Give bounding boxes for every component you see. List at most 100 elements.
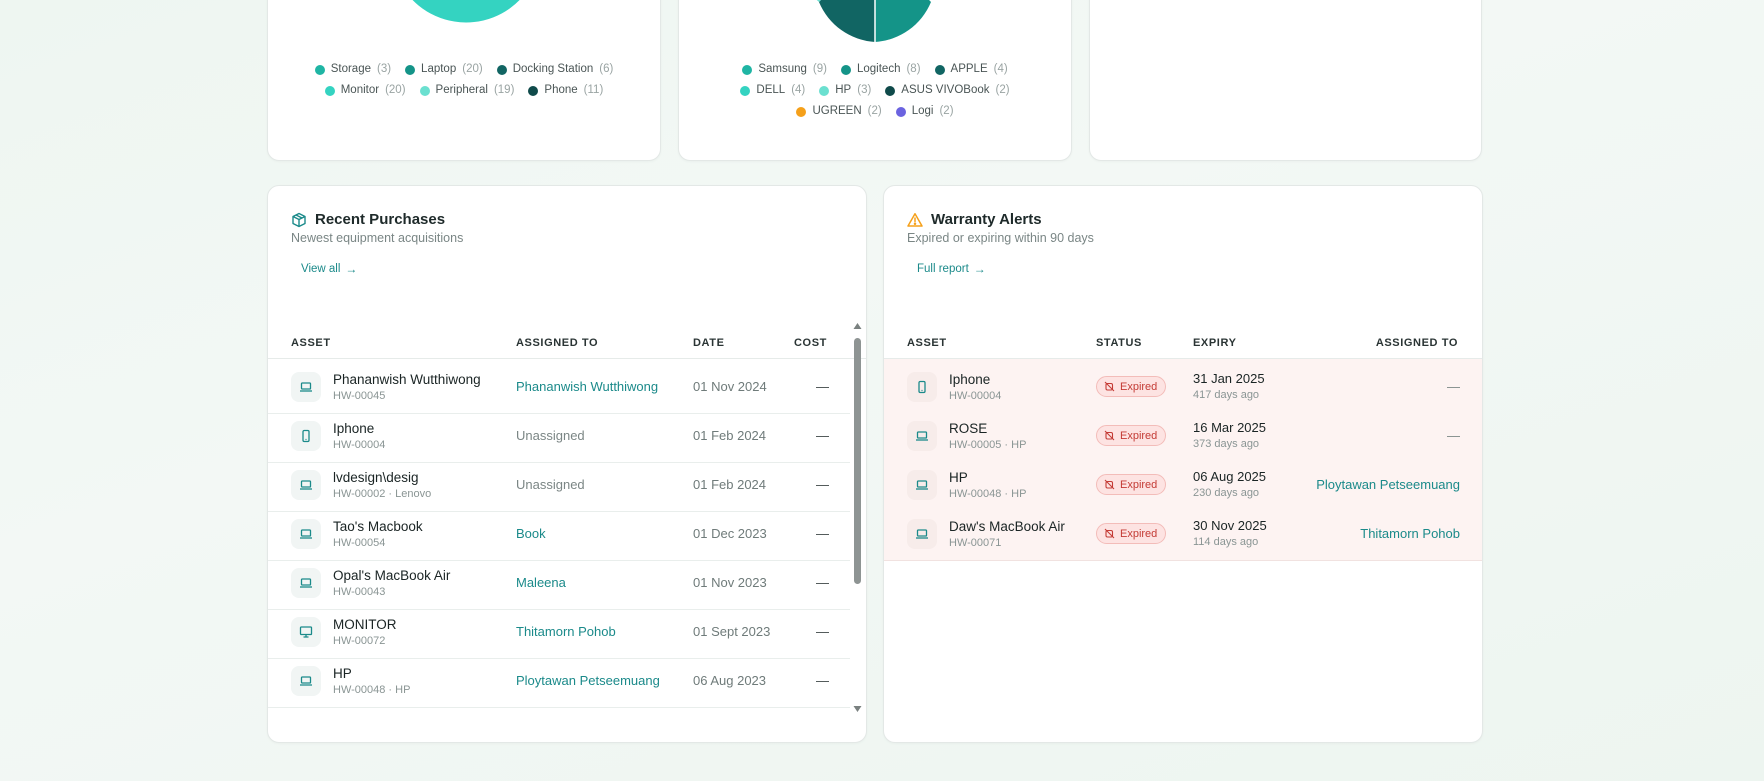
assigned-to[interactable]: Ploytawan Petseemuang (516, 673, 660, 688)
empty-card (1089, 0, 1482, 161)
legend-item[interactable]: APPLE (4) (934, 59, 1008, 80)
asset-name[interactable]: lvdesign\desig (333, 470, 419, 485)
column-header-asset[interactable]: ASSET (907, 337, 947, 349)
assigned-to[interactable]: Maleena (516, 575, 566, 590)
table-row[interactable]: MONITOR HW-00072 Thitamorn Pohob 01 Sept 20… (268, 604, 850, 659)
legend-count: (4) (791, 84, 806, 96)
legend-item[interactable]: Storage (3) (314, 59, 391, 80)
legend-dot (528, 85, 539, 96)
legend-dot (885, 85, 896, 96)
laptop-icon (291, 568, 321, 598)
full-report-link[interactable]: Full report → (917, 262, 986, 276)
legend-item[interactable]: Laptop (20) (405, 59, 483, 80)
laptop-icon (907, 470, 937, 500)
donut-segment-apple[interactable] (819, 0, 875, 42)
table-row[interactable]: lvdesign\desig HW-00002 · Lenovo Unassigne… (268, 457, 850, 512)
legend-item[interactable]: DELL (4) (740, 80, 805, 101)
legend-label: UGREEN (812, 105, 862, 117)
column-header-date[interactable]: DATE (693, 337, 725, 349)
table-row[interactable]: ROSE HW-00005 · HP Expired 16 Mar 2025 373 d… (884, 408, 1482, 463)
view-all-link[interactable]: View all → (301, 262, 357, 276)
status-text: Expired (1120, 429, 1158, 442)
legend-item[interactable]: Logi (2) (895, 101, 954, 122)
legend-dot (740, 85, 751, 96)
donut-segment-hp[interactable] (809, 0, 845, 2)
assigned-to[interactable]: Thitamorn Pohob (516, 624, 616, 639)
purchase-cost: — (816, 428, 829, 443)
table-row[interactable]: Tao's Macbook HW-00054 Book 01 Dec 2023 — (268, 506, 850, 561)
expiry-date: 31 Jan 2025 (1193, 371, 1265, 386)
asset-name[interactable]: MONITOR (333, 617, 397, 632)
assigned-to[interactable]: Phananwish Wutthiwong (516, 379, 659, 394)
legend-item[interactable]: Monitor (20) (324, 80, 406, 101)
assigned-to[interactable]: Ploytawan Petseemuang (1316, 477, 1460, 492)
legend-item[interactable]: HP (3) (819, 80, 871, 101)
column-header-cost[interactable]: COST (794, 337, 827, 349)
asset-id: HW-00004 (333, 439, 386, 451)
column-header-assigned-to[interactable]: ASSIGNED TO (1375, 337, 1458, 349)
assigned-to[interactable]: Thitamorn Pohob (1360, 526, 1460, 541)
asset-id: HW-00045 (333, 390, 386, 402)
purchase-date: 06 Aug 2023 (693, 673, 767, 688)
column-header-status[interactable]: STATUS (1096, 337, 1142, 349)
table-row[interactable]: Iphone HW-00004 Unassigned 01 Feb 2024 — (268, 408, 850, 463)
warranty-table-header: ASSET STATUS EXPIRY ASSIGNED TO (884, 329, 1482, 359)
asset-name[interactable]: Opal's MacBook Air (333, 568, 451, 583)
asset-name[interactable]: Phananwish Wutthiwong (333, 372, 481, 387)
column-header-expiry[interactable]: EXPIRY (1193, 337, 1237, 349)
assigned-to: — (1447, 428, 1460, 443)
scroll-up-arrow-icon[interactable] (853, 322, 862, 331)
asset-name[interactable]: ROSE (949, 421, 988, 436)
table-row[interactable]: Daw's MacBook Air HW-00071 Expired 30 Nov 2… (884, 506, 1482, 561)
legend-label: APPLE (950, 63, 988, 75)
asset-name[interactable]: Iphone (949, 372, 991, 387)
scroll-down-arrow-icon[interactable] (853, 704, 862, 713)
legend-item[interactable]: UGREEN (2) (796, 101, 882, 122)
expiry-days-ago: 373 days ago (1193, 438, 1260, 450)
table-row[interactable]: Opal's MacBook Air HW-00043 Maleena 01 Nov … (268, 555, 850, 610)
column-header-assigned-to[interactable]: ASSIGNED TO (516, 337, 599, 349)
purchases-scrollbar[interactable] (853, 322, 862, 714)
asset-name[interactable]: Daw's MacBook Air (949, 519, 1065, 534)
legend-item[interactable]: ASUS VIVOBook (2) (885, 80, 1010, 101)
legend-item[interactable]: Logitech (8) (840, 59, 921, 80)
laptop-icon (907, 519, 937, 549)
table-row[interactable]: HP HW-00048 · HP Ploytawan Petseemuang 06 A… (268, 653, 850, 708)
purchases-table-body: Phananwish Wutthiwong HW-00045 Phananwish … (268, 359, 866, 742)
asset-id: HW-00043 (333, 586, 386, 598)
assigned-to[interactable]: Book (516, 526, 546, 541)
purchase-date: 01 Feb 2024 (693, 477, 767, 492)
purchase-cost: — (816, 526, 829, 541)
laptop-icon (291, 519, 321, 549)
laptop-icon (291, 666, 321, 696)
asset-id: HW-00054 (333, 537, 386, 549)
legend-label: Peripheral (435, 84, 488, 96)
expired-icon (1104, 430, 1120, 441)
column-header-asset[interactable]: ASSET (291, 337, 331, 349)
legend-count: (20) (385, 84, 406, 96)
donut-segment-monitor[interactable] (405, 0, 535, 23)
table-row[interactable]: HP HW-00048 · HP Expired 06 Aug 2025 230 day… (884, 457, 1482, 512)
assigned-to: Unassigned (516, 428, 585, 443)
warranty-alerts-card: Warranty Alerts Expired or expiring with… (883, 185, 1483, 743)
legend-label: Monitor (340, 84, 380, 96)
legend-count: (2) (867, 105, 882, 117)
legend-count: (3) (857, 84, 872, 96)
table-row[interactable]: Iphone HW-00004 Expired 31 Jan 2025 417 days… (884, 359, 1482, 414)
asset-name[interactable]: HP (949, 470, 968, 485)
expired-icon (1104, 479, 1120, 490)
legend-item[interactable]: Samsung (9) (742, 59, 827, 80)
asset-id: HW-00002 · Lenovo (333, 488, 432, 500)
scrollbar-thumb[interactable] (854, 338, 861, 584)
full-report-label: Full report (917, 263, 969, 275)
asset-name[interactable]: Iphone (333, 421, 375, 436)
legend-item[interactable]: Docking Station (6) (496, 59, 613, 80)
donut-segment-logitech[interactable] (875, 0, 931, 42)
legend-item[interactable]: Peripheral (19) (419, 80, 514, 101)
asset-name[interactable]: Tao's Macbook (333, 519, 423, 534)
legend-item[interactable]: Phone (11) (528, 80, 603, 101)
table-row[interactable]: Phananwish Wutthiwong HW-00045 Phananwish … (268, 359, 850, 414)
asset-name[interactable]: HP (333, 666, 352, 681)
purchase-cost: — (816, 575, 829, 590)
view-all-label: View all (301, 263, 341, 275)
